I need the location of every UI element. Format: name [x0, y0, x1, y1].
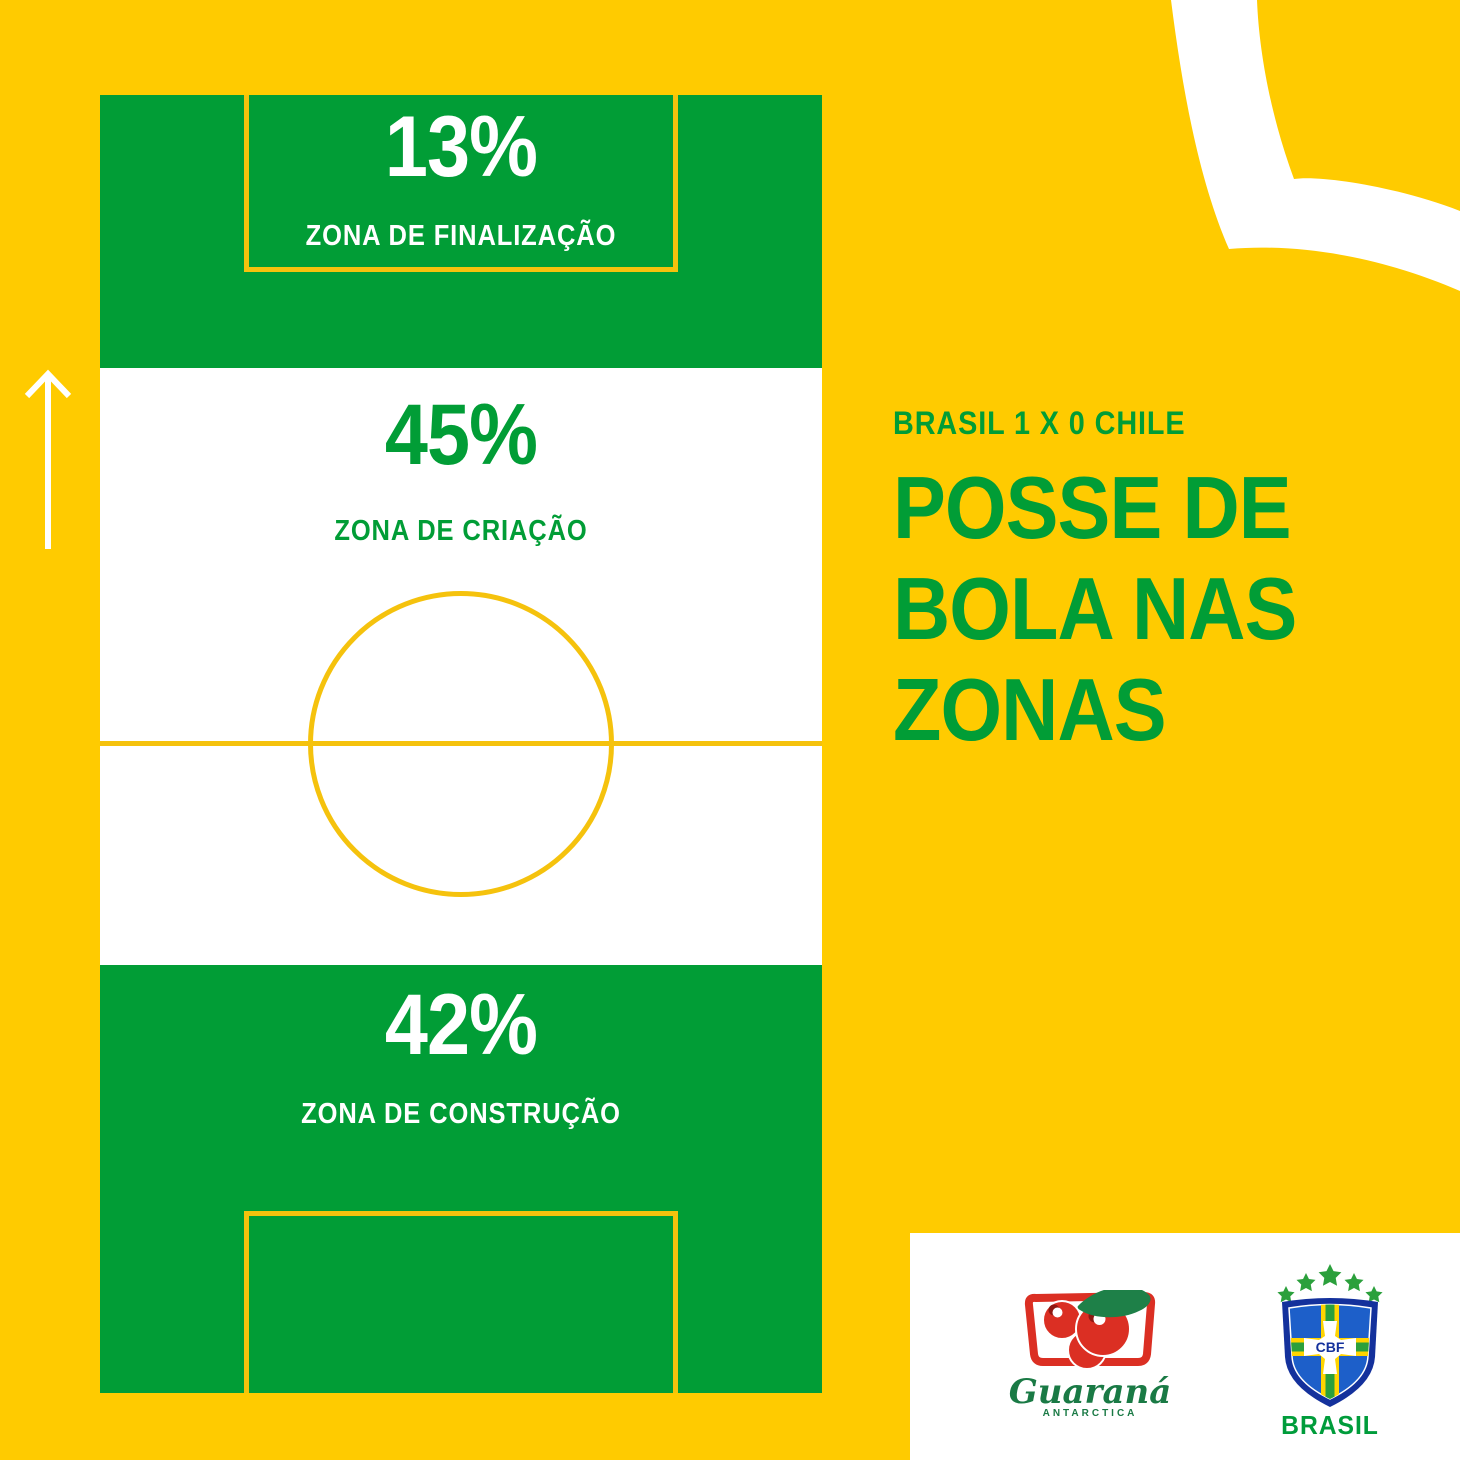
- page-title: POSSE DE BOLA NAS ZONAS: [893, 457, 1297, 760]
- guarana-antarctica-logo: Guaraná ANTARCTICA: [1005, 1288, 1175, 1448]
- title-line-2: BOLA NAS: [893, 559, 1297, 658]
- zone-finalizacao: [100, 95, 822, 368]
- guarana-berries-icon: [1024, 1290, 1156, 1370]
- match-score: BRASIL 1 X 0 CHILE: [893, 405, 1186, 441]
- attack-direction-arrow-icon: [24, 369, 72, 549]
- penalty-box-bottom: [244, 1211, 678, 1393]
- title-line-1: POSSE DE: [893, 458, 1292, 557]
- title-line-3: ZONAS: [893, 660, 1167, 759]
- cbf-country-wordmark: BRASIL: [1281, 1410, 1379, 1440]
- zone-label-criacao: ZONA DE CRIAÇÃO: [334, 515, 588, 547]
- center-circle: [308, 591, 614, 897]
- cbf-stars: [1277, 1264, 1383, 1303]
- cbf-crest-logo: CBF BRASIL: [1250, 1254, 1410, 1454]
- possession-value-finalizacao: 13%: [384, 99, 538, 195]
- pitch-zone-map: 13% ZONA DE FINALIZAÇÃO 45% ZONA DE CRIA…: [100, 95, 822, 1393]
- zone-label-finalizacao: ZONA DE FINALIZAÇÃO: [305, 220, 617, 252]
- cbf-shield-icon: CBF: [1277, 1264, 1383, 1407]
- penalty-box-top: [244, 95, 678, 272]
- zone-label-construcao: ZONA DE CONSTRUÇÃO: [301, 1098, 621, 1130]
- cbf-cross: [1304, 1321, 1356, 1374]
- guarana-wordmark: Guaraná: [1008, 1372, 1172, 1412]
- cbf-initials: CBF: [1316, 1339, 1345, 1355]
- guarana-subwordmark: ANTARCTICA: [1042, 1408, 1138, 1419]
- possession-value-construcao: 42%: [384, 977, 538, 1073]
- zone-construcao: [100, 965, 822, 1393]
- possession-value-criacao: 45%: [384, 387, 538, 483]
